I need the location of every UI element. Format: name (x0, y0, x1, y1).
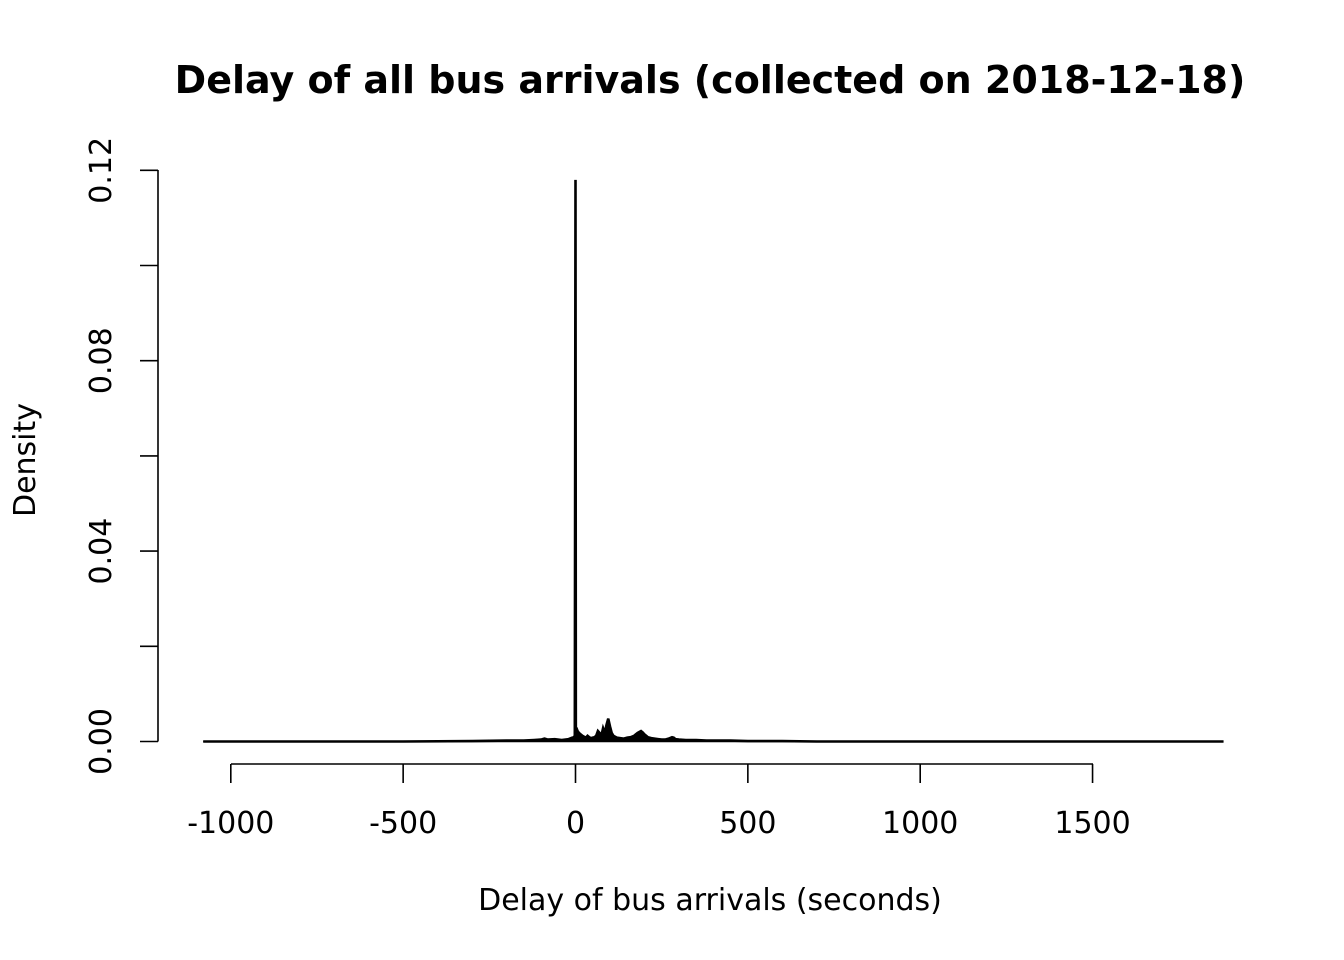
y-tick-label: 0.12 (84, 137, 119, 204)
x-axis-label: Delay of bus arrivals (seconds) (478, 883, 942, 918)
plot-area (203, 179, 1224, 743)
x-tick-label: -1000 (187, 806, 274, 841)
x-axis: -1000 -500 0 500 1000 1500 (187, 763, 1131, 841)
x-tick-label: 1000 (882, 806, 958, 841)
y-tick-label: 0.08 (84, 327, 119, 394)
y-axis-label: Density (8, 403, 43, 517)
y-tick-label: 0.00 (84, 708, 119, 775)
chart-title: Delay of all bus arrivals (collected on … (175, 58, 1246, 102)
y-axis: 0.00 0.04 0.08 0.12 (84, 137, 159, 775)
density-area (203, 179, 1224, 742)
x-tick-label: 0 (566, 806, 585, 841)
density-line (203, 179, 1224, 743)
x-tick-label: 1500 (1054, 806, 1130, 841)
x-tick-label: 500 (719, 806, 776, 841)
y-tick-label: 0.04 (84, 518, 119, 585)
x-tick-label: -500 (369, 806, 437, 841)
